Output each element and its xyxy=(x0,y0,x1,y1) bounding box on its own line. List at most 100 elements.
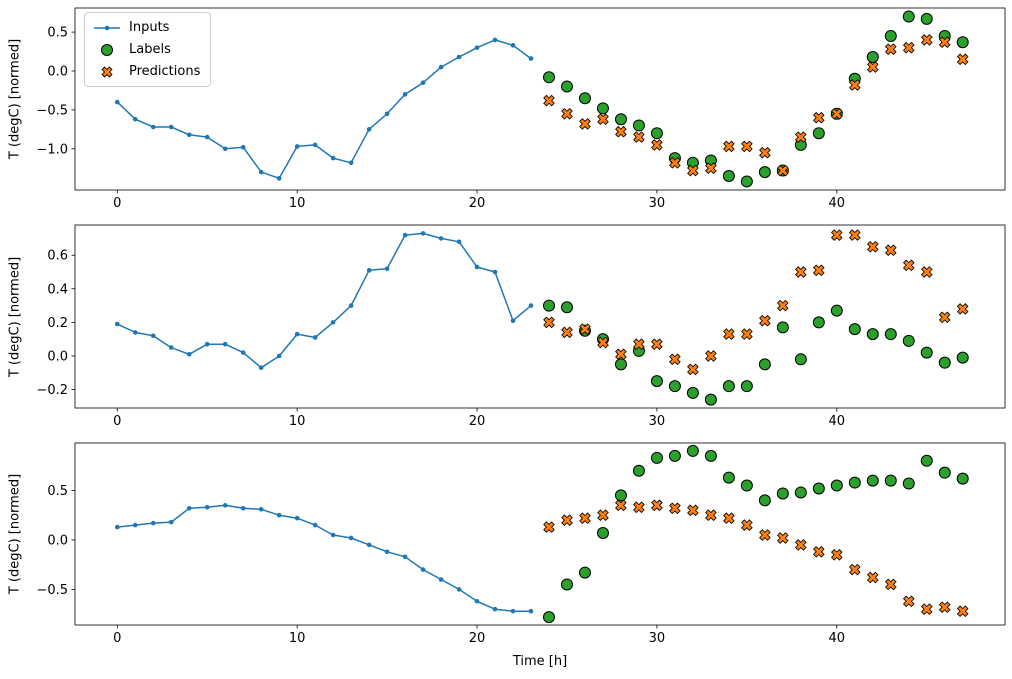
x-tick-label: 0 xyxy=(113,631,121,646)
predictions-point xyxy=(866,571,879,584)
labels-point xyxy=(740,175,753,188)
predictions-point xyxy=(938,311,951,324)
inputs-point xyxy=(294,144,300,149)
inputs-point xyxy=(294,515,300,521)
x-tick-label: 20 xyxy=(469,196,486,211)
x-tick-label: 20 xyxy=(469,631,486,646)
labels-point xyxy=(902,334,915,347)
labels-point xyxy=(650,451,663,464)
inputs-point xyxy=(258,365,264,371)
labels-point xyxy=(884,328,897,341)
x-tick-label: 0 xyxy=(113,196,121,211)
x-tick-label: 40 xyxy=(829,196,846,211)
labels-point xyxy=(740,479,753,492)
predictions-point xyxy=(848,79,861,91)
inputs-point xyxy=(186,132,192,138)
predictions-point xyxy=(830,229,843,241)
labels-point xyxy=(812,482,825,495)
y-tick-label: −0.2 xyxy=(36,383,68,398)
x-tick-label: 20 xyxy=(469,414,486,429)
inputs-point xyxy=(474,598,480,604)
predictions-point xyxy=(956,605,969,618)
x-axis-label: Time [h] xyxy=(512,654,568,669)
labels-point xyxy=(812,127,825,140)
inputs-point xyxy=(510,608,516,614)
labels-circle-icon xyxy=(93,43,121,57)
inputs-point xyxy=(492,269,498,275)
predictions-point xyxy=(830,107,843,120)
predictions-point xyxy=(884,43,897,56)
inputs-point xyxy=(114,99,120,105)
inputs-line xyxy=(117,504,531,612)
labels-point xyxy=(866,51,879,63)
labels-point xyxy=(614,358,627,371)
labels-point xyxy=(920,346,933,359)
inputs-point xyxy=(114,321,120,327)
labels-point xyxy=(902,477,915,490)
labels-point xyxy=(542,299,555,312)
labels-point xyxy=(776,487,789,500)
labels-point xyxy=(884,30,897,42)
predictions-point xyxy=(741,519,753,531)
subplot-3: 0 10 20 30 40 0.5 0.0 −0.5 T (degC) [normed] Ti… xyxy=(0,435,1012,679)
labels-point xyxy=(866,474,879,487)
inputs-point xyxy=(510,43,516,48)
y-tick-label: 0.0 xyxy=(47,65,68,80)
predictions-point xyxy=(741,140,753,153)
predictions-point xyxy=(794,539,807,551)
inputs-point xyxy=(348,160,354,166)
legend-item-predictions: Predictions xyxy=(93,64,200,79)
y-tick-label: 0.4 xyxy=(47,282,68,297)
series-inputs xyxy=(114,37,534,181)
inputs-point xyxy=(150,520,156,526)
axis-ticks: 0 10 20 30 40 0.6 0.4 0.2 0.0 −0.2 xyxy=(36,249,845,429)
inputs-point xyxy=(420,231,426,236)
inputs-point xyxy=(528,303,534,308)
inputs-point xyxy=(384,111,390,117)
predictions-point xyxy=(759,529,771,541)
inputs-point xyxy=(312,142,318,148)
labels-point xyxy=(560,80,573,93)
inputs-point xyxy=(402,232,408,238)
predictions-point xyxy=(579,323,591,335)
inputs-point xyxy=(474,45,480,50)
predictions-point xyxy=(956,303,969,315)
legend-item-labels: Labels xyxy=(93,42,200,57)
predictions-point xyxy=(759,314,771,327)
inputs-point xyxy=(384,266,390,271)
labels-point xyxy=(920,454,933,467)
axis-ticks: 0 10 20 30 40 0.5 0.0 −0.5 −1.0 xyxy=(36,26,845,211)
predictions-point xyxy=(776,164,789,177)
labels-point xyxy=(812,316,825,329)
labels-point xyxy=(776,321,789,334)
inputs-point xyxy=(438,236,444,241)
predictions-point xyxy=(633,338,645,351)
labels-point xyxy=(650,127,663,140)
labels-point xyxy=(596,102,609,115)
inputs-point xyxy=(420,567,426,572)
inputs-point xyxy=(204,134,210,140)
inputs-point xyxy=(222,503,228,508)
predictions-point xyxy=(579,118,591,130)
predictions-x-icon xyxy=(93,65,121,79)
labels-point xyxy=(938,356,951,369)
subplot-3-plot: 0 10 20 30 40 0.5 0.0 −0.5 xyxy=(36,442,1006,646)
y-tick-label: 0.2 xyxy=(47,316,68,331)
inputs-point xyxy=(456,239,462,245)
inputs-line xyxy=(116,39,532,180)
inputs-point xyxy=(528,56,534,61)
legend-label-labels: Labels xyxy=(129,42,171,57)
predictions-point xyxy=(561,107,573,120)
predictions-point xyxy=(794,266,807,278)
predictions-point xyxy=(597,113,609,126)
predictions-point xyxy=(830,548,843,561)
inputs-point xyxy=(456,587,462,592)
legend-label-inputs: Inputs xyxy=(129,20,170,35)
labels-point xyxy=(722,170,735,182)
inputs-point xyxy=(240,350,246,355)
y-axis-label: T (degC) [normed] xyxy=(7,473,23,595)
subplot-1-plot: 0 10 20 30 40 0.5 0.0 −0.5 −1.0 xyxy=(36,7,1006,211)
labels-point xyxy=(848,323,861,336)
predictions-point xyxy=(812,111,825,124)
